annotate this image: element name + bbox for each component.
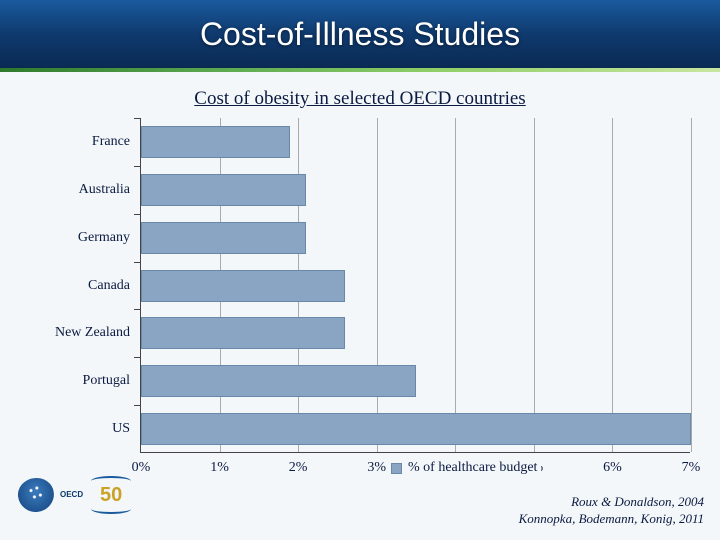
bar: [141, 270, 345, 302]
plot-region: 0%1%2%3%4%5%6%7%% of healthcare budget: [140, 118, 690, 453]
y-axis-label: France: [30, 134, 130, 150]
y-axis-label: Australia: [30, 182, 130, 198]
y-tick: [134, 357, 140, 358]
legend: % of healthcare budget: [387, 460, 541, 476]
y-axis-label: Germany: [30, 230, 130, 246]
bar: [141, 413, 691, 445]
y-tick: [134, 214, 140, 215]
bar: [141, 174, 306, 206]
y-tick: [134, 405, 140, 406]
x-axis-label: 1%: [210, 460, 229, 476]
x-axis-label: 6%: [603, 460, 622, 476]
bar: [141, 126, 290, 158]
citation-line: Roux & Donaldson, 2004: [519, 493, 704, 511]
chart-subtitle: Cost of obesity in selected OECD countri…: [0, 88, 720, 110]
legend-swatch-icon: [391, 463, 402, 474]
slide-header: Cost-of-Illness Studies: [0, 0, 720, 70]
x-axis-label: 3%: [367, 460, 386, 476]
gridline: [612, 118, 613, 452]
y-axis-label: US: [30, 421, 130, 437]
gridline: [691, 118, 692, 452]
oecd-50-badge-icon: 50: [91, 478, 131, 512]
oecd-globe-icon: [16, 476, 56, 515]
oecd-text-icon: OECD: [60, 491, 83, 499]
bar: [141, 365, 416, 397]
y-tick: [134, 309, 140, 310]
y-axis-label: Portugal: [30, 373, 130, 389]
y-tick: [134, 262, 140, 263]
x-axis-label: 7%: [682, 460, 701, 476]
slide-title: Cost-of-Illness Studies: [200, 16, 520, 53]
y-tick: [134, 166, 140, 167]
y-axis-label: Canada: [30, 278, 130, 294]
citation-line: Konnopka, Bodemann, Konig, 2011: [519, 510, 704, 528]
x-axis-label: 2%: [289, 460, 308, 476]
gridline: [377, 118, 378, 452]
x-axis-label: 0%: [132, 460, 151, 476]
legend-label: % of healthcare budget: [408, 460, 537, 476]
citations: Roux & Donaldson, 2004 Konnopka, Bodeman…: [519, 493, 704, 528]
gridline: [455, 118, 456, 452]
gridline: [534, 118, 535, 452]
chart-area: 0%1%2%3%4%5%6%7%% of healthcare budget F…: [30, 118, 695, 468]
y-axis-label: New Zealand: [30, 325, 130, 341]
bar: [141, 317, 345, 349]
oecd-logo: OECD 50: [18, 478, 131, 512]
y-tick: [134, 118, 140, 119]
bar: [141, 222, 306, 254]
